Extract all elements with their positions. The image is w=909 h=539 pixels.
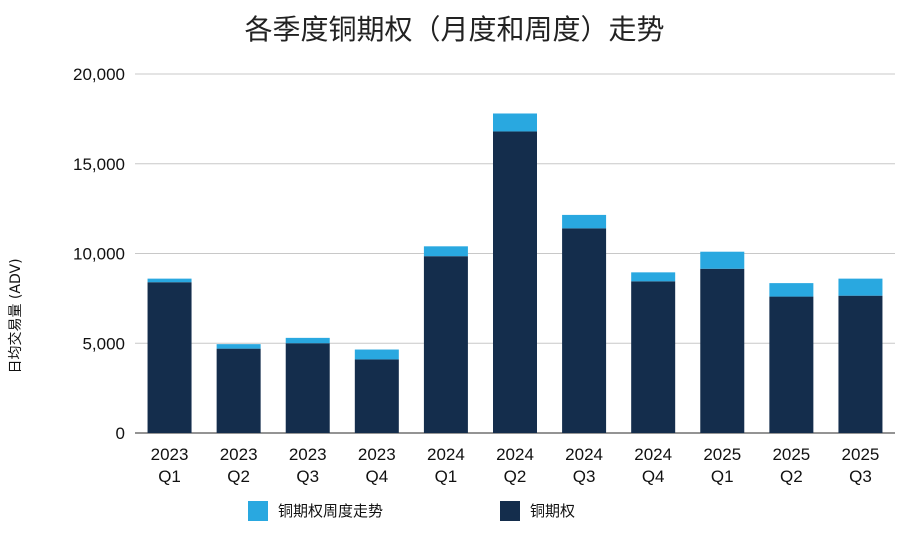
x-tick-label-year: 2024 [565,445,603,464]
bar-copper-options [354,359,399,433]
legend-item-copper: 铜期权 [500,500,575,521]
x-tick-label-quarter: Q1 [711,467,734,486]
bar-weekly-options [216,344,261,349]
bar-copper-options [838,295,883,433]
bar-weekly-options [769,283,814,297]
legend-swatch-copper [500,500,520,521]
x-tick-label-year: 2023 [289,445,327,464]
y-tick-label: 0 [116,424,125,443]
x-tick-label-quarter: Q1 [158,467,181,486]
x-tick-label-quarter: Q4 [365,467,388,486]
bar-copper-options [631,281,676,433]
x-tick-label-quarter: Q1 [435,467,458,486]
legend-item-weekly: 铜期权周度走势 [248,500,383,521]
x-tick-label-quarter: Q2 [780,467,803,486]
bar-weekly-options [562,214,607,229]
x-tick-label-year: 2025 [842,445,880,464]
bar-weekly-options [838,278,883,296]
x-tick-label-year: 2024 [634,445,672,464]
bar-copper-options [423,256,468,433]
bar-copper-options [147,282,192,433]
bar-copper-options [216,348,261,433]
bar-weekly-options [285,337,330,344]
x-tick-label-year: 2023 [220,445,258,464]
bar-weekly-options [493,113,537,132]
x-tick-label-quarter: Q3 [849,467,872,486]
x-tick-label-year: 2023 [151,445,189,464]
bar-weekly-options [147,278,192,283]
x-tick-label-year: 2023 [358,445,396,464]
chart-title: 各季度铜期权（月度和周度）走势 [244,13,665,46]
x-tick-label-quarter: Q3 [296,467,319,486]
bar-copper-options [285,343,330,433]
x-tick-label-year: 2024 [496,445,534,464]
bar-weekly-options [423,246,468,257]
y-axis-ticks: 0 5,000 10,000 15,000 20,000 [73,65,125,443]
y-tick-label: 5,000 [82,334,125,353]
bar-copper-options [700,268,745,433]
legend-label-copper: 铜期权 [530,502,576,520]
x-tick-label-quarter: Q2 [227,467,250,486]
x-axis-ticks: 2023 Q1 2023 Q2 2023 Q3 2023 Q4 2024 Q1 2024 Q2 2024… [151,445,880,486]
y-tick-label: 20,000 [73,65,125,84]
y-tick-label: 15,000 [73,155,125,174]
x-tick-label-quarter: Q3 [573,467,596,486]
legend-swatch-weekly [248,500,268,521]
y-axis-label: 日均交易量 (ADV) [7,258,24,373]
x-tick-label-year: 2025 [703,445,741,464]
x-tick-label-quarter: Q2 [504,467,527,486]
bars [147,113,883,433]
bar-copper-options [493,131,537,433]
bar-copper-options [769,296,814,433]
bar-weekly-options [631,272,676,282]
bar-weekly-options [354,349,399,360]
bar-copper-options [562,228,607,433]
x-tick-label-year: 2025 [772,445,810,464]
legend-label-weekly: 铜期权周度走势 [278,502,384,520]
y-tick-label: 10,000 [73,245,125,264]
x-tick-label-quarter: Q4 [642,467,665,486]
bar-weekly-options [700,251,745,269]
x-tick-label-year: 2024 [427,445,465,464]
